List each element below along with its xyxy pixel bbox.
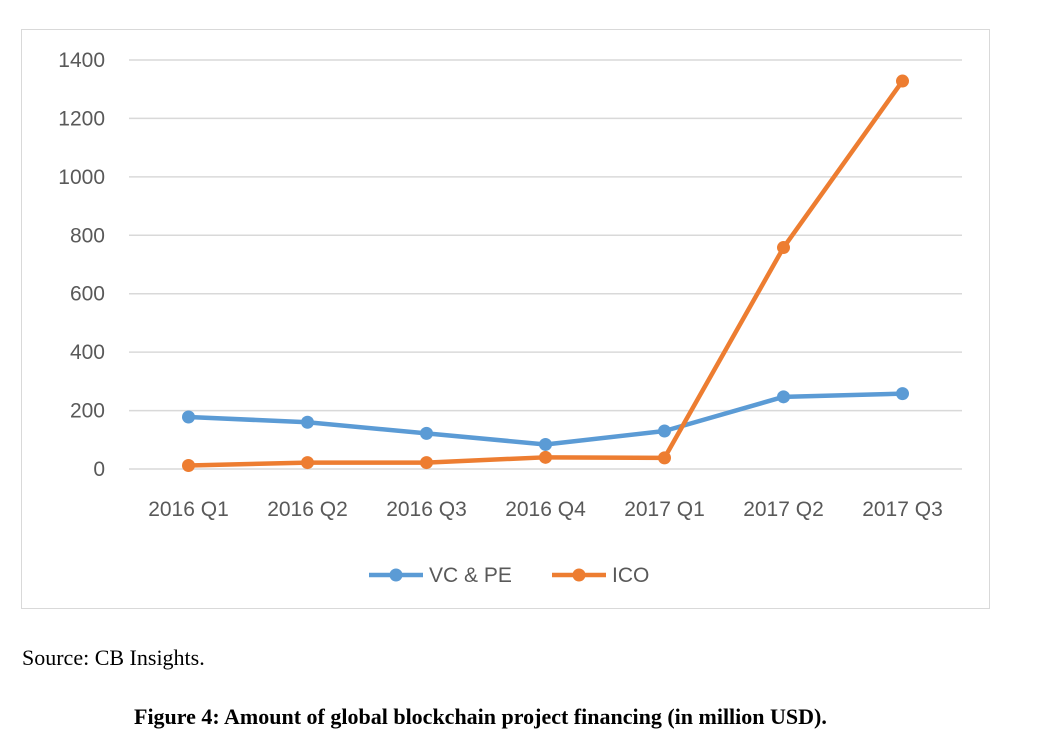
data-point-ico <box>658 451 671 465</box>
data-point-ico <box>539 450 552 464</box>
y-tick-label: 200 <box>70 400 105 423</box>
data-point-vc-pe <box>896 387 909 401</box>
data-point-vc-pe <box>658 424 671 438</box>
x-tick-label: 2016 Q2 <box>267 498 348 521</box>
legend-swatch-marker <box>572 568 586 582</box>
data-point-ico <box>896 74 909 88</box>
y-tick-label: 600 <box>70 283 105 306</box>
y-tick-label: 400 <box>70 341 105 364</box>
data-point-ico <box>420 456 433 470</box>
series-line-vc-pe <box>188 391 903 447</box>
x-axis-ticks: 2016 Q1 2016 Q2 2016 Q3 2016 Q4 2017 Q1 2017 … <box>148 498 943 521</box>
x-tick-label: 2017 Q2 <box>743 498 824 521</box>
x-tick-label: 2017 Q1 <box>624 498 705 521</box>
x-tick-label: 2016 Q4 <box>505 498 586 521</box>
legend-swatch-marker <box>389 568 403 582</box>
y-axis-ticks: 0 200 400 600 800 1000 1200 1400 <box>58 49 105 481</box>
x-tick-label: 2016 Q3 <box>386 498 467 521</box>
gridlines <box>129 59 962 470</box>
legend: VC & PE ICO <box>369 564 649 587</box>
data-point-vc-pe <box>420 426 433 440</box>
y-tick-label: 800 <box>70 224 105 247</box>
legend-label: ICO <box>612 564 649 587</box>
legend-item-vc-pe: VC & PE <box>369 564 512 587</box>
series-ico <box>182 74 909 472</box>
data-point-ico <box>777 241 790 255</box>
line-chart: 0 200 400 600 800 1000 1200 1400 2016 Q1 2016 Q2… <box>58 49 962 587</box>
data-point-ico <box>182 458 195 472</box>
legend-label: VC & PE <box>429 564 512 587</box>
series-vc-pe <box>182 387 909 451</box>
data-point-vc-pe <box>182 410 195 424</box>
data-point-vc-pe <box>539 437 552 451</box>
data-point-vc-pe <box>301 415 314 429</box>
y-tick-label: 1200 <box>58 107 105 130</box>
y-tick-label: 1000 <box>58 166 105 189</box>
figure-caption: Figure 4: Amount of global blockchain pr… <box>134 704 827 729</box>
chart-frame: 0 200 400 600 800 1000 1200 1400 2016 Q1 2016 Q2… <box>21 29 990 609</box>
data-point-ico <box>301 456 314 470</box>
x-tick-label: 2016 Q1 <box>148 498 229 521</box>
data-point-vc-pe <box>777 390 790 404</box>
y-tick-label: 1400 <box>58 49 105 72</box>
legend-item-ico: ICO <box>552 564 649 587</box>
y-tick-label: 0 <box>93 458 105 481</box>
series <box>182 74 909 472</box>
x-tick-label: 2017 Q3 <box>862 498 943 521</box>
source-note: Source: CB Insights. <box>22 645 205 670</box>
series-line-ico <box>188 79 905 468</box>
